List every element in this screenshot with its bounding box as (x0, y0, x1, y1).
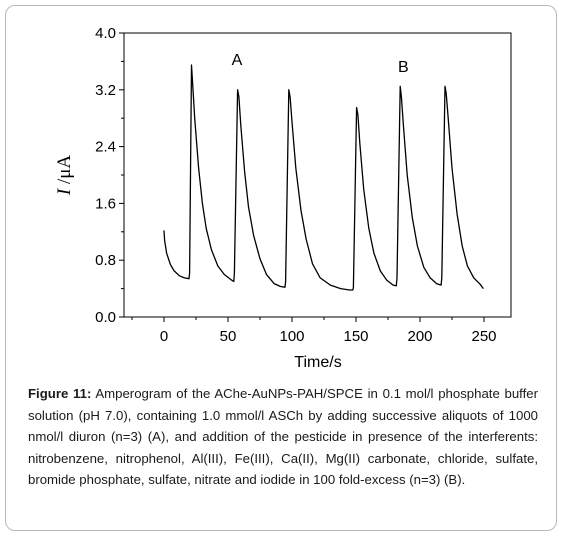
y-axis-label-unit: /μA (54, 155, 75, 189)
x-tick-label: 0 (160, 328, 168, 345)
series-group (163, 64, 484, 291)
figure-caption: Figure 11: Amperogram of the AChe-AuNPs-… (28, 383, 538, 491)
x-tick-label: 100 (279, 328, 304, 345)
y-tick-label: 0.8 (95, 252, 116, 269)
x-axis-label: Time/s (294, 354, 341, 371)
caption-label: Figure 11: (28, 386, 92, 401)
x-tick-label: 50 (220, 328, 237, 345)
series-line (163, 64, 484, 291)
y-tick-label: 0.0 (95, 309, 116, 326)
annotation-label: A (232, 52, 243, 69)
y-tick-label: 1.6 (95, 195, 116, 212)
caption-text: Amperogram of the AChe-AuNPs-PAH/SPCE in… (28, 386, 538, 487)
x-tick-label: 150 (343, 328, 368, 345)
y-tick-label: 2.4 (95, 139, 116, 156)
x-tick-label: 250 (471, 328, 496, 345)
figure-frame (5, 5, 557, 531)
y-tick-label: 4.0 (95, 25, 116, 42)
y-axis-label: I /μA (54, 155, 75, 197)
annotation-label: B (398, 59, 409, 76)
y-axis-ticks: 0.0 0.8 1.6 2.4 3.2 4.0 (95, 25, 124, 326)
x-tick-label: 200 (407, 328, 432, 345)
y-tick-label: 3.2 (95, 82, 116, 99)
x-axis-ticks: 0 50 100 150 200 250 (131, 317, 497, 345)
y-axis-label-symbol: I (54, 187, 75, 196)
